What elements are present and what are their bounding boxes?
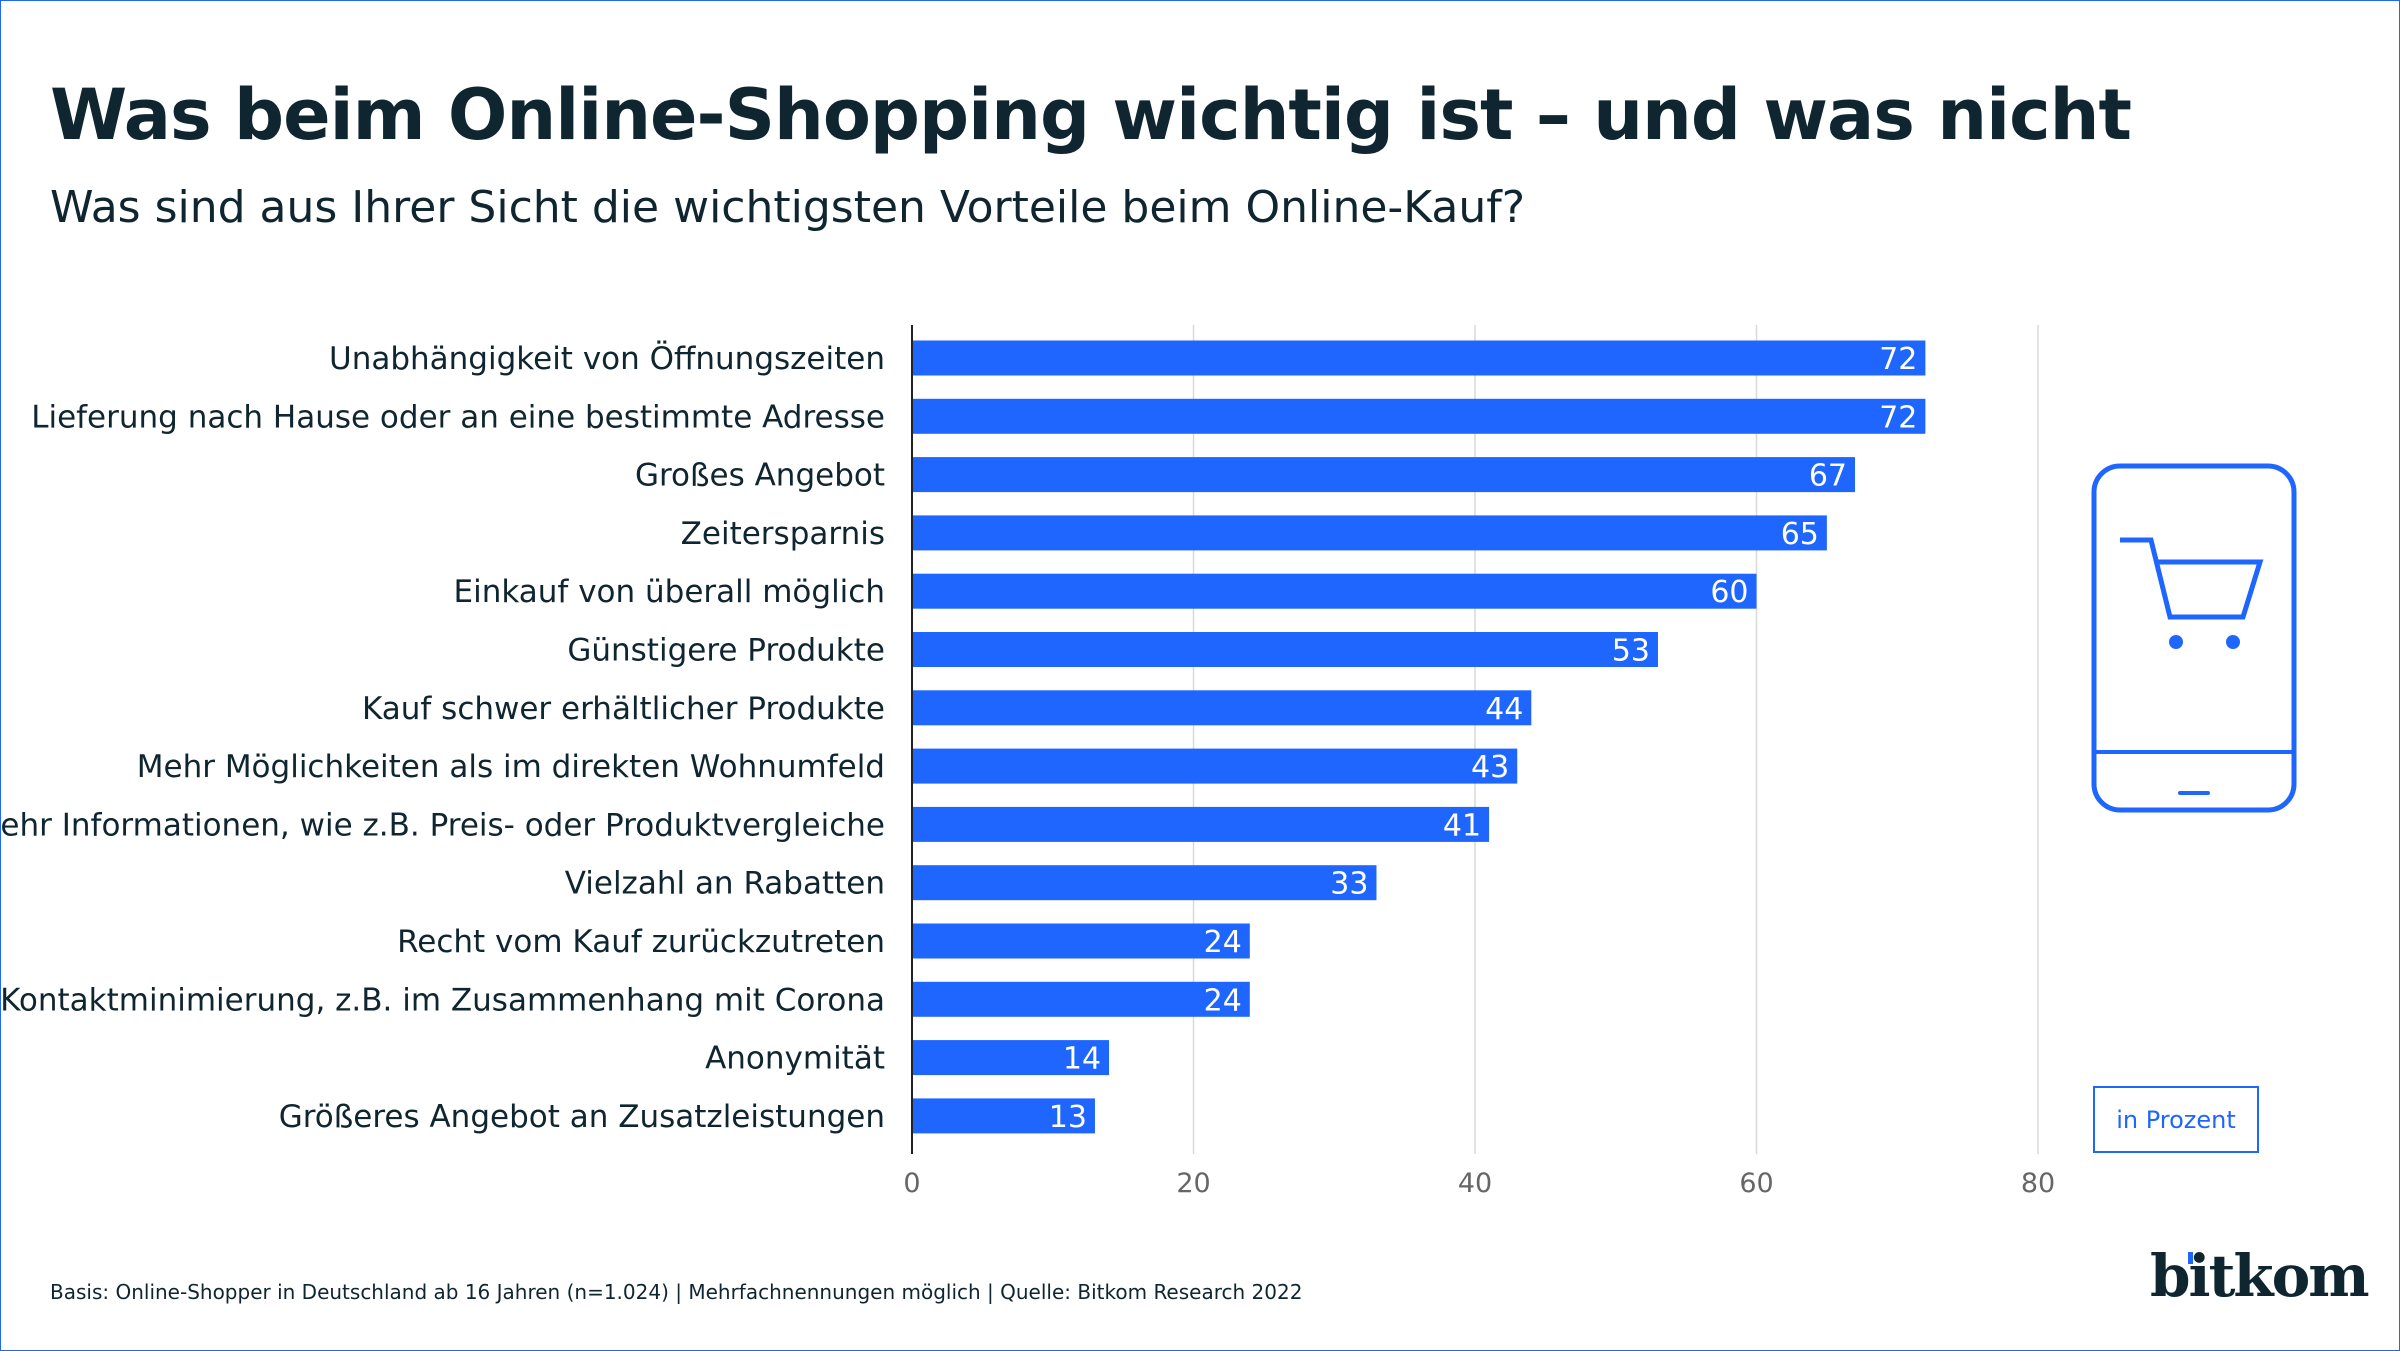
- data-label: 67: [1809, 459, 1847, 494]
- x-tick-label: 0: [903, 1168, 920, 1199]
- category-label: Kauf schwer erhältlicher Produkte: [362, 691, 885, 727]
- logo-text: bitkom: [2150, 1242, 2370, 1310]
- category-label: Kontaktminimierung, z.B. im Zusammenhang…: [0, 982, 885, 1018]
- x-tick-label: 20: [1176, 1168, 1210, 1199]
- data-label: 65: [1781, 517, 1819, 552]
- chart-subtitle: Was sind aus Ihrer Sicht die wichtigsten…: [50, 182, 1526, 233]
- category-label: Vielzahl an Rabatten: [565, 866, 885, 902]
- bar: [912, 573, 1757, 609]
- x-tick-label: 80: [2021, 1168, 2055, 1199]
- bar: [912, 690, 1532, 726]
- bar: [912, 632, 1658, 667]
- data-label: 72: [1879, 400, 1917, 435]
- category-label: Zeitersparnis: [681, 516, 885, 552]
- category-label: Mehr Möglichkeiten als im direkten Wohnu…: [137, 749, 885, 785]
- bar: [912, 1098, 1095, 1134]
- bar: [912, 865, 1377, 901]
- bar: [912, 515, 1827, 551]
- category-label: Günstigere Produkte: [567, 633, 885, 669]
- data-label: 53: [1612, 634, 1650, 669]
- bar: [912, 923, 1250, 959]
- data-label: 13: [1049, 1100, 1087, 1135]
- category-label: Recht vom Kauf zurückzutreten: [397, 924, 885, 960]
- data-label: 60: [1710, 575, 1748, 610]
- data-label: 14: [1063, 1042, 1101, 1077]
- category-label: Mehr Informationen, wie z.B. Preis- oder…: [0, 807, 885, 843]
- data-label: 43: [1471, 750, 1509, 785]
- data-label: 44: [1485, 692, 1523, 727]
- data-label: 24: [1204, 925, 1242, 960]
- unit-label: in Prozent: [2093, 1086, 2259, 1153]
- bar: [912, 748, 1518, 784]
- bar: [912, 981, 1250, 1017]
- category-label: Großes Angebot: [635, 458, 885, 494]
- chart-title: Was beim Online-Shopping wichtig ist – u…: [50, 74, 2132, 156]
- bar: [912, 806, 1490, 842]
- x-tick-label: 60: [1739, 1168, 1773, 1199]
- category-label: Unabhängigkeit von Öffnungszeiten: [329, 340, 885, 377]
- footer-source: Basis: Online-Shopper in Deutschland ab …: [50, 1280, 1303, 1304]
- x-tick-label: 40: [1458, 1168, 1492, 1199]
- data-label: 72: [1879, 342, 1917, 377]
- category-label: Größeres Angebot an Zusatzleistungen: [279, 1099, 885, 1135]
- bar: [912, 340, 1926, 376]
- category-label: Einkauf von überall möglich: [454, 574, 885, 610]
- bitkom-logo: bitkom: [2150, 1242, 2370, 1310]
- bar: [912, 1040, 1110, 1076]
- category-label: Lieferung nach Hause oder an eine bestim…: [31, 399, 885, 435]
- bar: [912, 457, 1856, 493]
- bar: [912, 398, 1926, 434]
- logo-accent: [2188, 1252, 2193, 1264]
- data-label: 24: [1204, 983, 1242, 1018]
- data-label: 33: [1330, 867, 1368, 902]
- category-label: Anonymität: [705, 1041, 885, 1077]
- smartphone-shopping-cart-icon: [2091, 463, 2297, 813]
- data-label: 41: [1443, 808, 1481, 843]
